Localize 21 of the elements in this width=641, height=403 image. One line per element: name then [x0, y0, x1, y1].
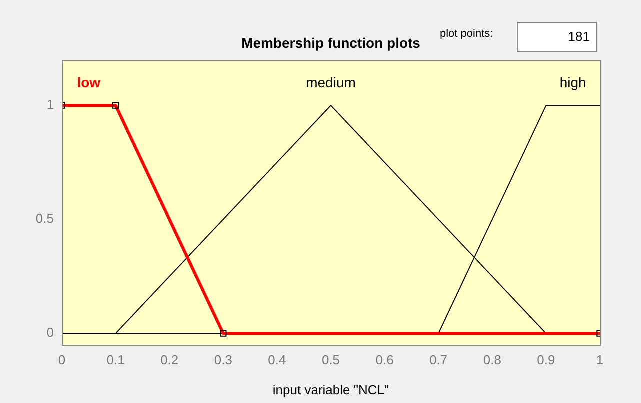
x-tick-label: 0.3 — [214, 352, 232, 368]
number-field: 181 — [517, 22, 597, 52]
series-label: low — [77, 74, 101, 90]
series-label: high — [560, 74, 586, 90]
text: plot points: — [440, 28, 494, 40]
chart-title: Membership function plots — [242, 34, 421, 51]
x-tick-label: 0.7 — [430, 352, 448, 368]
y-tick-label: 0.5 — [36, 211, 54, 226]
x-tick-label: 0.5 — [322, 352, 340, 368]
x-tick-label: 0 — [58, 352, 66, 368]
series-label: medium — [306, 74, 356, 90]
x-tick-label: 1 — [596, 352, 604, 368]
x-tick-label: 0.6 — [376, 352, 394, 368]
x-tick-label: 0.1 — [106, 352, 125, 368]
x-axis-title: input variable "NCL" — [272, 382, 390, 398]
x-tick-label: 0.4 — [268, 352, 286, 368]
x-tick-label: 0.2 — [160, 352, 179, 368]
y-tick-label: 0 — [46, 325, 54, 340]
x-tick-label: 0.8 — [483, 352, 502, 368]
x-tick-label: 0.9 — [537, 352, 556, 368]
y-tick-label: 1 — [46, 97, 54, 112]
